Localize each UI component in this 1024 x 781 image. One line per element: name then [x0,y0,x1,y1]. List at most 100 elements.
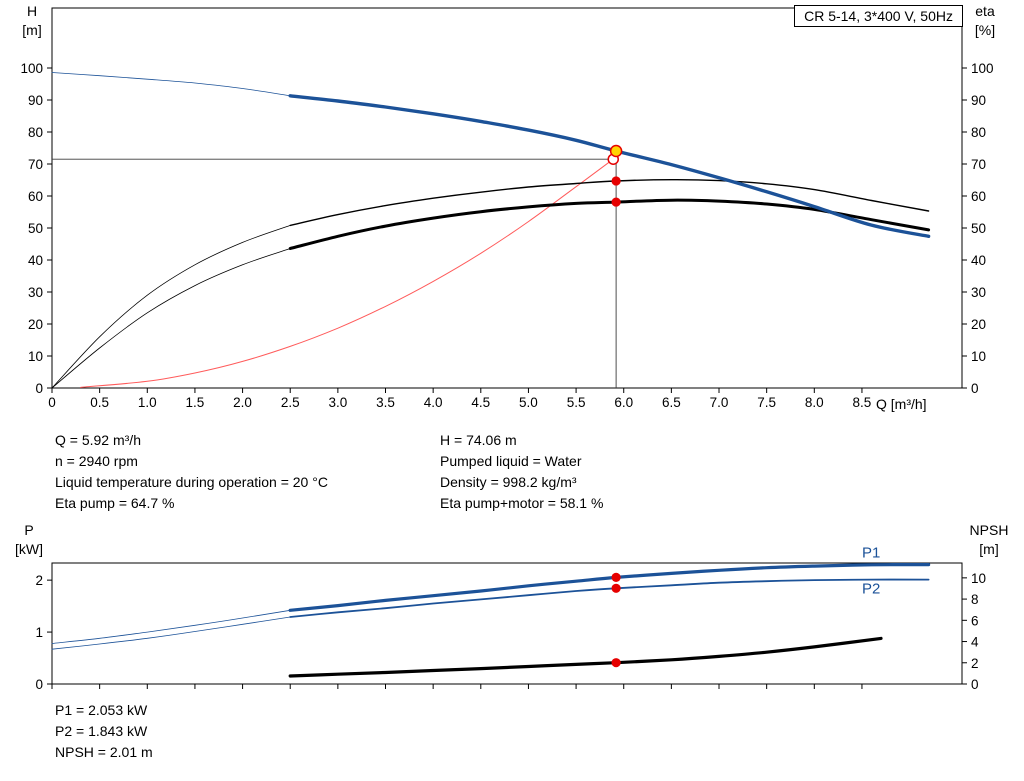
tick-label: 60 [971,189,986,204]
info-line-n: n = 2940 rpm [55,453,138,469]
pump-model-title: CR 5-14, 3*400 V, 50Hz [794,5,963,27]
tick-label: 0.5 [90,395,109,410]
tick-label: 60 [28,189,43,204]
curve-head-extension [51,72,291,97]
tick-label: 90 [28,93,43,108]
tick-label: 100 [971,61,994,76]
tick-label: 50 [971,221,986,236]
tick-label: 2 [35,573,43,588]
q-axis-label: Q [m³/h] [876,396,927,412]
tick-label: 10 [28,349,43,364]
npsh-operating-point [611,658,621,668]
tick-label: 8.5 [853,395,872,410]
curve-p1 [288,563,931,612]
tick-label: 4.5 [471,395,490,410]
tick-label: 70 [971,157,986,172]
tick-label: 0 [35,381,43,396]
hq-frame [51,7,963,389]
info-line-eta-pump: Eta pump = 64.7 % [55,495,175,511]
tick-label: 90 [971,93,986,108]
p2-operating-point [611,583,621,593]
curve-npsh [288,636,883,678]
info-line-temp: Liquid temperature during operation = 20… [55,474,328,490]
tick-label: 0 [35,677,43,692]
tick-label: 10 [971,349,986,364]
curve-head [288,94,931,238]
npsh-axis-name: NPSH [969,522,1009,538]
npsh-axis-unit: [m] [979,541,999,557]
eta-axis-label: eta [%] [958,2,1012,40]
tick-label: 1.0 [138,395,157,410]
power-chart: 0 1 2 0 2 4 6 8 10 P2 P1 [35,544,986,692]
tick-label: 40 [971,253,986,268]
eta-axis-unit: [%] [974,22,996,38]
tick-label: 3.0 [328,395,347,410]
curve-p2 [289,578,930,618]
h-axis-unit: [m] [22,22,42,38]
tick-label: 20 [28,317,43,332]
tick-label: 6 [971,613,979,628]
power-frame [51,562,963,685]
info-line-density: Density = 998.2 kg/m³ [440,474,577,490]
tick-label: 0 [971,677,979,692]
tick-label: 10 [971,571,986,586]
tick-label: 40 [28,253,43,268]
tick-label: 7.0 [710,395,729,410]
duty-info-right: H = 74.06 m Pumped liquid = Water Densit… [440,430,603,514]
tick-label: 0 [48,395,56,410]
curve-eta-pump [289,178,930,227]
tick-label: 3.5 [376,395,395,410]
tick-label: 2 [971,656,979,671]
tick-label: 80 [971,125,986,140]
h-axis-name: H [26,3,38,19]
info-line-liquid: Pumped liquid = Water [440,453,582,469]
p-axis-label: P [kW] [8,521,50,559]
curve-eta-pump-motor [288,198,931,250]
tick-label: 5.0 [519,395,538,410]
results-block: P1 = 2.053 kW P2 = 1.843 kW NPSH = 2.01 … [55,700,153,763]
tick-label: 20 [971,317,986,332]
tick-label: 8.0 [805,395,824,410]
result-line-p1: P1 = 2.053 kW [55,702,148,718]
hq-chart: 0 0.5 1.0 1.5 2.0 2.5 3.0 3.5 4.0 4.5 5.0 5.5 6.0 6.5… [20,7,994,410]
duty-info-left: Q = 5.92 m³/h n = 2940 rpm Liquid temper… [55,430,328,514]
tick-label: 6.5 [662,395,681,410]
tick-label: 2.0 [233,395,252,410]
duty-point[interactable] [609,144,623,158]
curve-eta-pump-extension [51,225,291,389]
eta-axis-name: eta [975,3,995,19]
tick-label: 50 [28,221,43,236]
tick-label: 4.0 [424,395,443,410]
curve-label-p1: P1 [862,544,880,561]
result-line-npsh: NPSH = 2.01 m [55,744,153,760]
tick-label: 6.0 [614,395,633,410]
tick-label: 7.5 [757,395,776,410]
tick-label: 8 [971,592,979,607]
p-axis-unit: [kW] [15,541,43,557]
info-line-h: H = 74.06 m [440,432,517,448]
tick-label: 5.5 [567,395,586,410]
p-axis-name: P [24,522,34,538]
tick-label: 1 [35,625,43,640]
npsh-axis-label: NPSH [m] [960,521,1018,559]
h-axis-label: H [m] [14,2,50,40]
curve-system-resistance [80,158,614,388]
tick-label: 2.5 [281,395,300,410]
eta-pump-motor-operating-point [611,197,621,207]
tick-label: 30 [971,285,986,300]
p1-operating-point [611,572,621,582]
tick-label: 80 [28,125,43,140]
tick-label: 1.5 [186,395,205,410]
tick-label: 4 [971,635,979,650]
curve-p2-extension [51,616,291,650]
result-line-p2: P2 = 1.843 kW [55,723,148,739]
tick-label: 0 [971,381,979,396]
curve-eta-pump-motor-extension [51,248,291,389]
info-line-q: Q = 5.92 m³/h [55,432,141,448]
eta-pump-operating-point [611,176,621,186]
info-line-eta-pump-motor: Eta pump+motor = 58.1 % [440,495,604,511]
curve-p1-extension [51,609,291,644]
tick-label: 100 [20,61,43,76]
tick-label: 70 [28,157,43,172]
